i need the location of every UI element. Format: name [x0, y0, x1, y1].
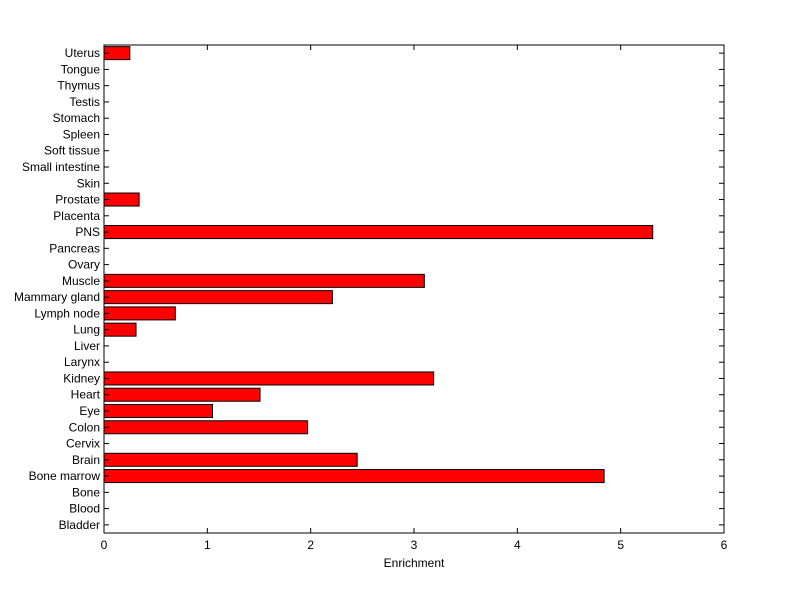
bar-pns	[103, 225, 654, 240]
y-tick-label-heart: Heart	[71, 388, 101, 402]
y-tick-label-prostate: Prostate	[55, 193, 100, 207]
y-tick-label-larynx: Larynx	[64, 355, 100, 369]
y-tick-label-bone: Bone	[72, 485, 100, 499]
y-tick-label-eye: Eye	[79, 404, 100, 418]
plot-area-background	[104, 45, 724, 533]
bar-mammary-gland	[103, 290, 333, 305]
x-tick-label-4: 4	[514, 538, 521, 552]
y-tick-label-stomach: Stomach	[53, 111, 100, 125]
y-tick-label-pancreas: Pancreas	[49, 241, 100, 255]
bar-colon	[103, 420, 309, 435]
y-tick-label-thymus: Thymus	[57, 79, 100, 93]
x-tick-label-5: 5	[617, 538, 624, 552]
bar-heart	[103, 387, 261, 402]
y-tick-label-kidney: Kidney	[63, 371, 100, 385]
x-tick-label-2: 2	[307, 538, 314, 552]
y-tick-label-colon: Colon	[69, 420, 100, 434]
bars-group	[103, 46, 654, 484]
y-tick-label-bladder: Bladder	[59, 518, 100, 532]
x-tick-label-0: 0	[101, 538, 108, 552]
x-axis-label: Enrichment	[384, 556, 445, 570]
y-tick-label-soft-tissue: Soft tissue	[44, 144, 100, 158]
y-tick-label-mammary-gland: Mammary gland	[14, 290, 100, 304]
x-tick-label-3: 3	[411, 538, 418, 552]
y-tick-label-placenta: Placenta	[53, 209, 100, 223]
x-tick-label-1: 1	[204, 538, 211, 552]
y-tick-label-tongue: Tongue	[61, 62, 101, 76]
bar-kidney	[103, 371, 435, 386]
y-tick-label-blood: Blood	[69, 502, 100, 516]
y-tick-label-lymph-node: Lymph node	[34, 306, 100, 320]
y-tick-label-lung: Lung	[73, 323, 100, 337]
bar-muscle	[103, 273, 425, 288]
y-tick-label-uterus: Uterus	[65, 46, 100, 60]
y-tick-label-liver: Liver	[74, 339, 100, 353]
x-tick-label-6: 6	[721, 538, 728, 552]
y-tick-label-testis: Testis	[69, 95, 100, 109]
x-ticks-group: 0 1 2 3 4 5 6	[101, 45, 728, 552]
bar-lymph-node	[103, 306, 176, 321]
y-tick-label-brain: Brain	[72, 453, 100, 467]
y-tick-label-spleen: Spleen	[63, 127, 100, 141]
y-tick-label-cervix: Cervix	[66, 437, 100, 451]
bar-brain	[103, 452, 358, 467]
y-tick-label-ovary: Ovary	[68, 258, 100, 272]
y-tick-label-bone-marrow: Bone marrow	[29, 469, 101, 483]
y-ticks-group: Bladder Blood Bone Bone marrow Brain Cervix Co…	[14, 46, 724, 532]
y-tick-label-muscle: Muscle	[62, 274, 100, 288]
y-tick-label-pns: PNS	[75, 225, 100, 239]
bar-bone-marrow	[103, 469, 605, 484]
y-tick-label-skin: Skin	[77, 176, 100, 190]
plot-area-frame	[103, 44, 725, 534]
bar-eye	[103, 403, 213, 419]
bar-prostate	[103, 192, 140, 207]
y-tick-label-small-intestine: Small intestine	[22, 160, 100, 174]
